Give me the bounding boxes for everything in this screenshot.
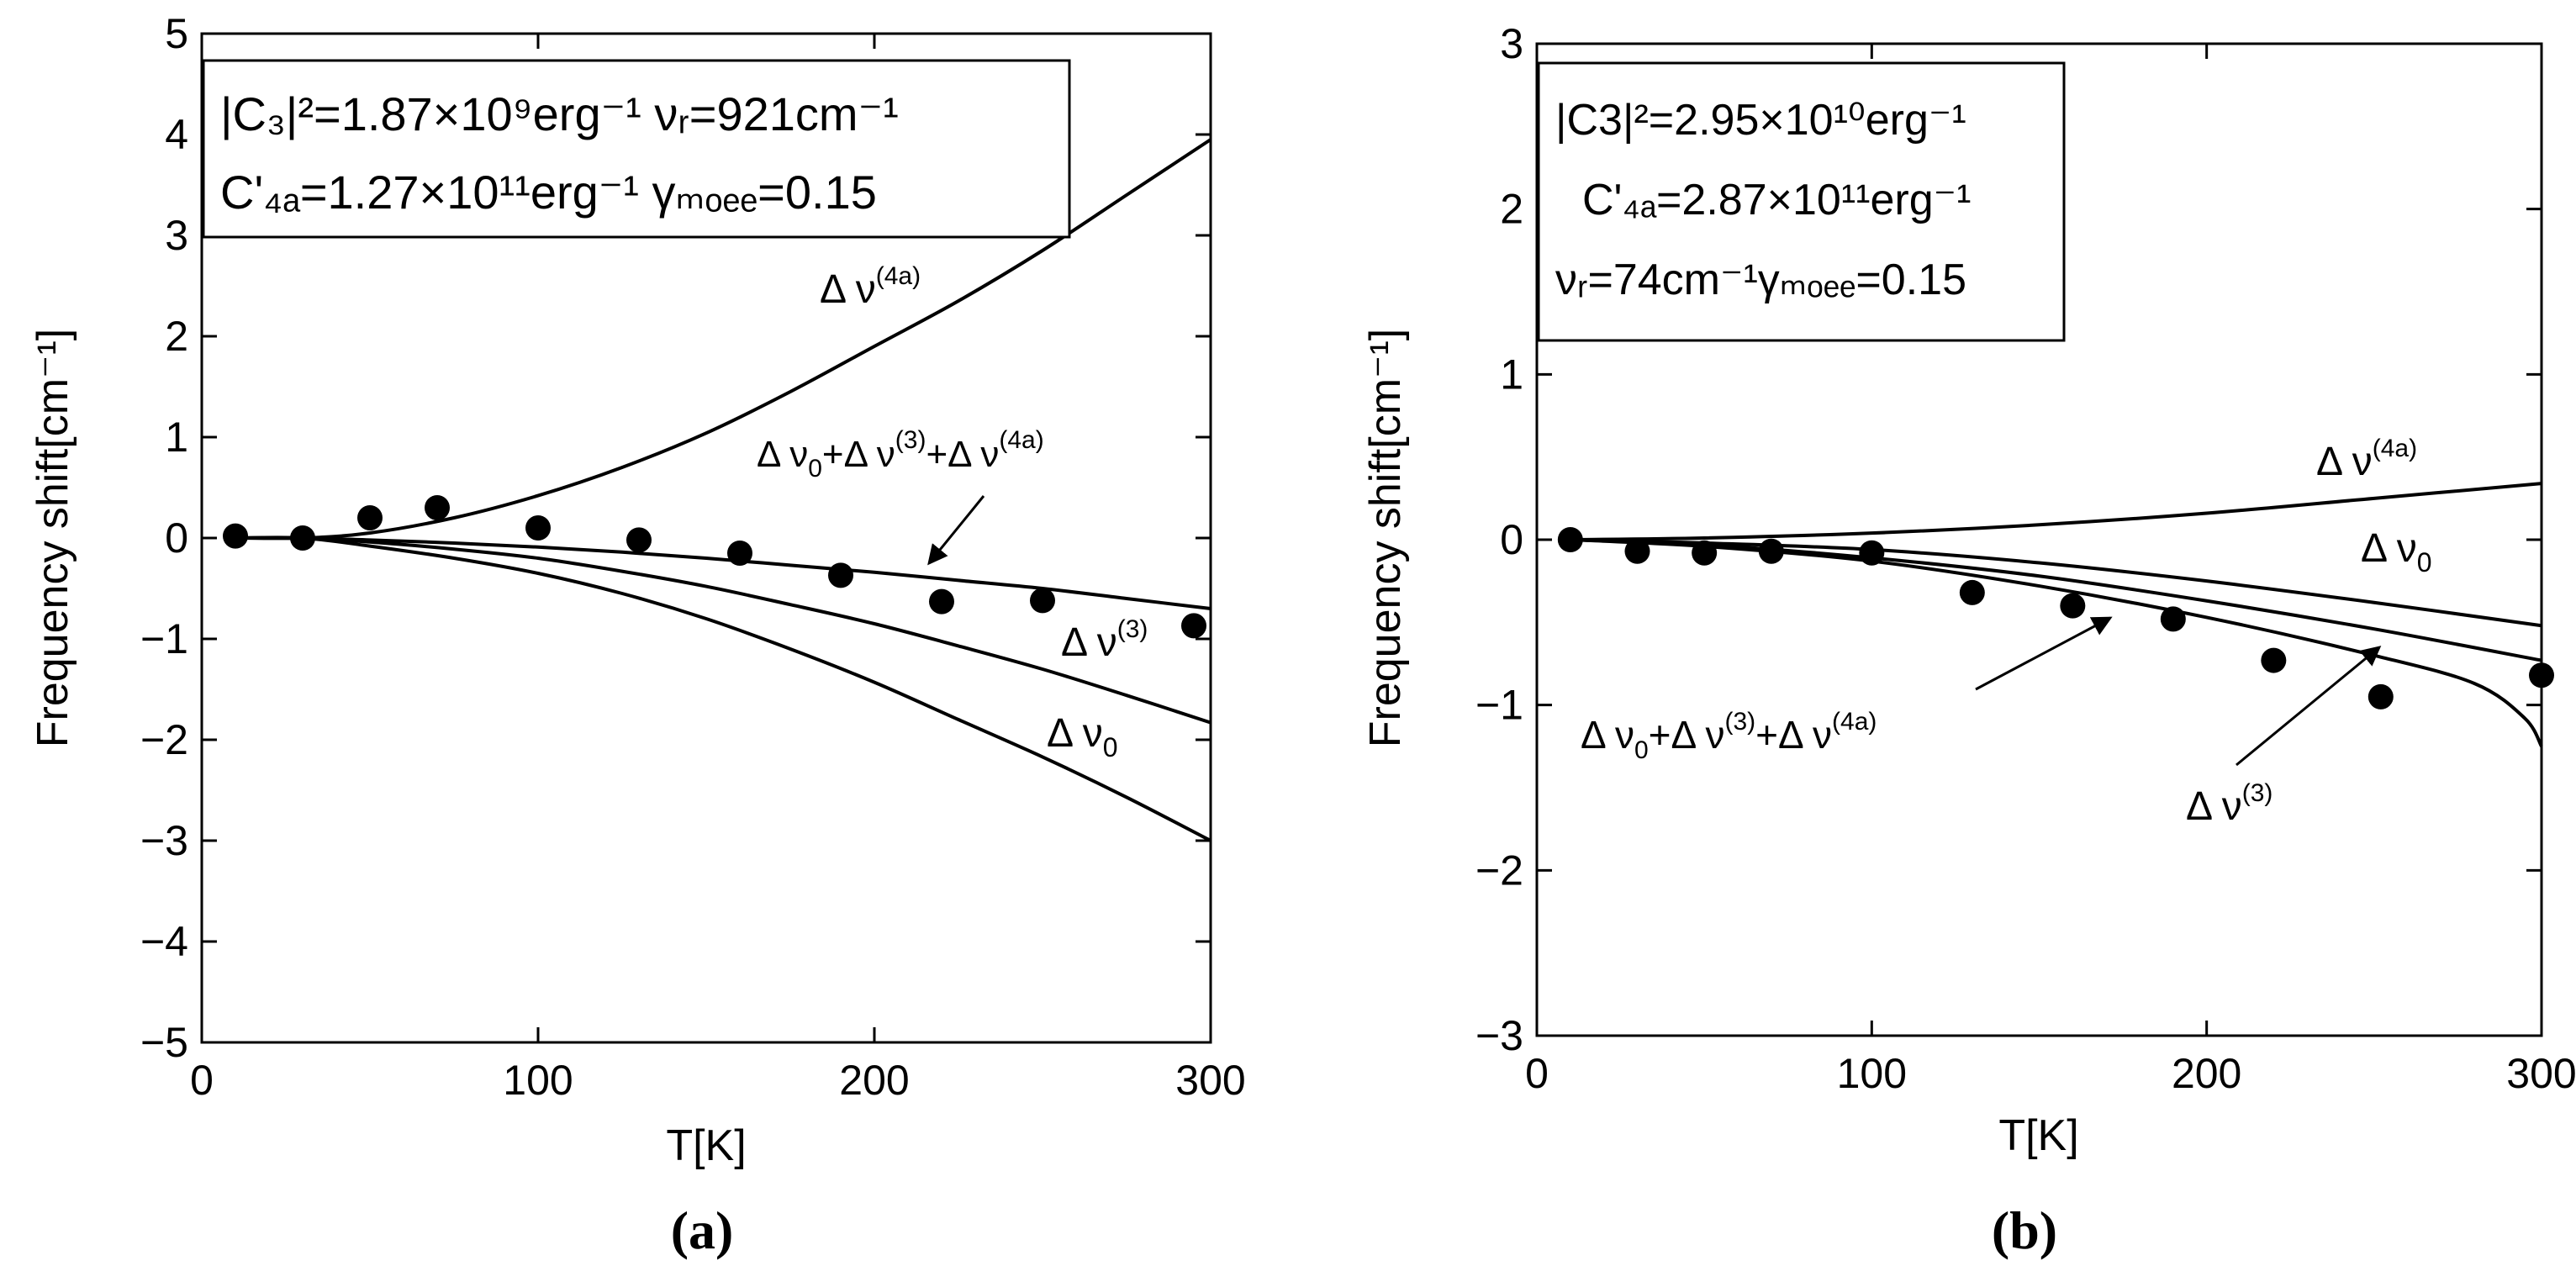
x-tick-label: 0	[1525, 1050, 1549, 1097]
data-point	[525, 515, 551, 541]
series-line	[235, 535, 1211, 842]
y-tick-label: 1	[165, 414, 188, 461]
legend-line1-b: |C3|²=2.95×10¹⁰erg⁻¹	[1555, 96, 1966, 145]
y-tick-label: −3	[140, 817, 188, 864]
label-dnu3-b: Δ ν(3)	[2186, 779, 2272, 829]
series-line	[235, 138, 1212, 541]
data-point	[1692, 540, 1718, 566]
series-line	[235, 535, 1211, 725]
data-point	[1181, 613, 1206, 639]
y-tick-label: −4	[140, 918, 188, 965]
legend-line2-b: C'₄ₐ=2.87×10¹¹erg⁻¹	[1582, 176, 1971, 224]
label-dnu4a-b: Δ ν(4a)	[2316, 435, 2417, 484]
data-point	[2261, 647, 2287, 673]
data-point	[2160, 606, 2186, 632]
y-tick-label: 0	[1500, 516, 1523, 563]
legend-line1-a: |C₃|²=1.87×10⁹erg⁻¹ νᵣ=921cm⁻¹	[220, 87, 899, 140]
data-point	[1624, 538, 1650, 564]
y-tick-label: 1	[1500, 351, 1523, 398]
series-b	[1570, 482, 2543, 747]
y-tick-label: 0	[165, 514, 188, 562]
y-tick-label: −1	[140, 615, 188, 662]
arrow-sum-b	[1975, 616, 2113, 691]
data-point	[223, 523, 248, 549]
xlabel-b: T[K]	[1998, 1111, 2078, 1160]
legend-line2-a: C'₄ₐ=1.27×10¹¹erg⁻¹ γₘₒₑₑ=0.15	[220, 166, 877, 219]
y-tick-label: 5	[165, 10, 188, 57]
ticks-a: 0 100 200 300 −5 −4 −3 −2 −1 0 1 2 3 4 5	[140, 10, 1246, 1104]
arrow-sum-a	[927, 495, 985, 566]
panel-a: 0 100 200 300 −5 −4 −3 −2 −1 0 1 2 3 4 5 |C₃|²=1.87×10…	[29, 10, 1246, 1260]
data-point	[1030, 588, 1055, 614]
data-point	[357, 505, 383, 530]
y-tick-label: −5	[140, 1019, 188, 1066]
x-tick-label: 100	[503, 1057, 573, 1104]
data-point	[1758, 538, 1784, 564]
y-tick-label: −1	[1475, 682, 1523, 729]
data-point	[2367, 683, 2394, 709]
label-dnu0-a: Δ ν0	[1047, 711, 1118, 762]
arrow-dnu3-b	[2236, 646, 2382, 767]
y-tick-label: 4	[165, 111, 188, 158]
y-tick-label: 2	[165, 313, 188, 360]
y-tick-label: 3	[165, 212, 188, 259]
series-line	[1570, 538, 2543, 747]
label-dnu0-b: Δ ν0	[2361, 526, 2432, 578]
data-point	[1557, 527, 1583, 552]
ylabel-b: Frequency shift[cm⁻¹]	[1361, 329, 1410, 747]
x-tick-label: 200	[839, 1057, 909, 1104]
legend-box-a	[202, 59, 1071, 239]
points-b	[1557, 527, 2554, 709]
y-tick-label: 2	[1500, 186, 1523, 233]
panel-b: 0 100 200 300 −3 −2 −1 0 1 2 3 |C3|²=2.95×10¹⁰erg⁻…	[1361, 20, 2576, 1260]
panel-label-b: (b)	[1992, 1200, 2057, 1260]
points-a	[223, 495, 1206, 639]
legend-line3-b: νᵣ=74cm⁻¹γₘₒₑₑ=0.15	[1555, 256, 1966, 304]
data-point	[727, 541, 752, 566]
x-tick-label: 300	[2506, 1050, 2576, 1097]
y-tick-label: −2	[140, 716, 188, 763]
data-point	[929, 588, 954, 615]
x-tick-label: 300	[1175, 1057, 1245, 1104]
data-point	[1859, 540, 1885, 566]
data-point	[828, 562, 853, 588]
x-tick-label: 200	[2172, 1050, 2241, 1097]
y-tick-label: −2	[1475, 847, 1523, 894]
data-point	[2529, 662, 2554, 688]
series-line	[1570, 482, 2542, 541]
data-point	[290, 525, 315, 551]
data-point	[2060, 593, 2086, 619]
xlabel-a: T[K]	[666, 1121, 746, 1170]
data-point	[626, 527, 652, 553]
label-dnu4a-a: Δ ν(4a)	[820, 262, 921, 312]
ticks-b: 0 100 200 300 −3 −2 −1 0 1 2 3	[1475, 20, 2576, 1097]
ylabel-a: Frequency shift[cm⁻¹]	[29, 329, 77, 747]
label-sum-a: Δ ν0+Δ ν(3)+Δ ν(4a)	[757, 426, 1044, 483]
data-point	[1959, 579, 1985, 605]
label-dnu3-a: Δ ν(3)	[1061, 615, 1148, 665]
panel-label-a: (a)	[671, 1200, 734, 1260]
y-tick-label: −3	[1475, 1012, 1523, 1059]
data-point	[425, 495, 450, 520]
label-sum-b: Δ ν0+Δ ν(3)+Δ ν(4a)	[1581, 708, 1877, 764]
x-tick-label: 0	[190, 1057, 214, 1104]
legend-box-b	[1537, 61, 2066, 342]
x-tick-label: 100	[1837, 1050, 1907, 1097]
y-tick-label: 3	[1500, 20, 1523, 67]
